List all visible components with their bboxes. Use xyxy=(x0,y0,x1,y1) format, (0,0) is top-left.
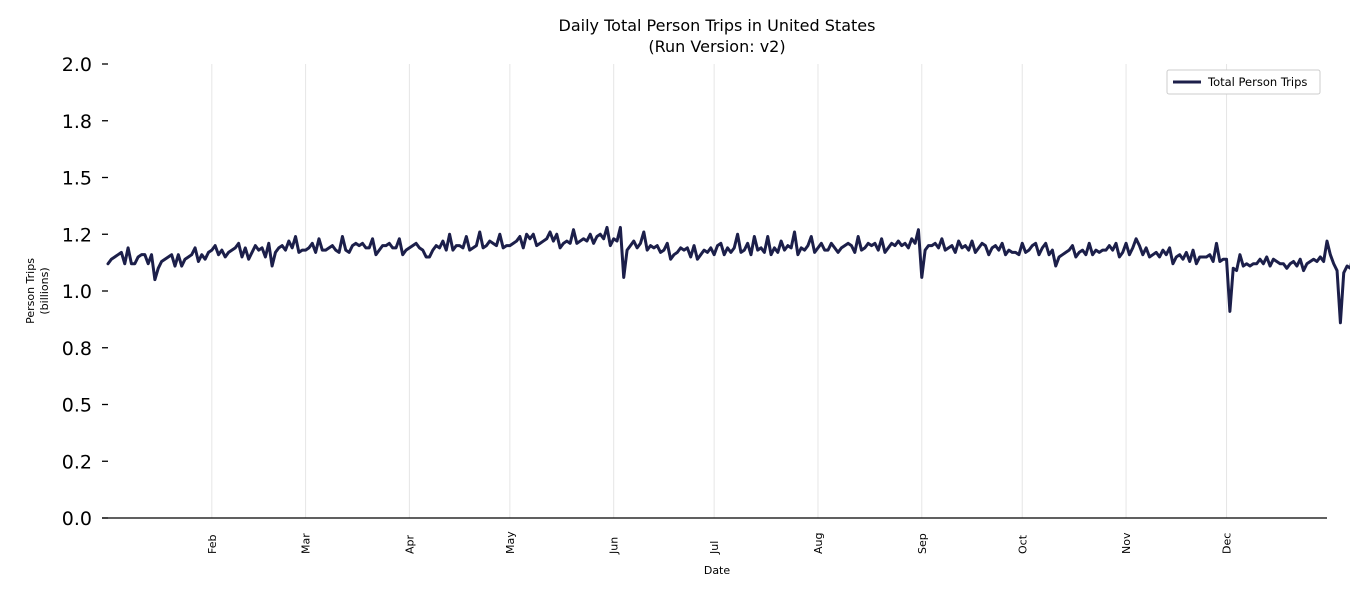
chart-title: Daily Total Person Trips in United State… xyxy=(559,16,876,35)
legend: Total Person Trips xyxy=(1166,69,1321,95)
x-tick-label-oct: Oct xyxy=(1016,534,1029,554)
y-tick-label: 0.2 xyxy=(62,451,92,473)
y-tick-label: 0.5 xyxy=(62,395,92,417)
x-tick-label-feb: Feb xyxy=(206,535,219,554)
legend-box xyxy=(1166,69,1321,95)
x-tick-label-jun: Jun xyxy=(608,537,621,555)
y-axis-label: Person Trips (billions) xyxy=(24,258,51,324)
y-tick-label: 2.0 xyxy=(62,54,92,76)
y-axis-label-line1: Person Trips xyxy=(24,258,37,324)
y-tick-label: 1.5 xyxy=(62,168,92,190)
x-tick-label-apr: Apr xyxy=(403,534,416,554)
x-tick-label-sep: Sep xyxy=(916,533,929,554)
x-tick-label-mar: Mar xyxy=(300,533,313,554)
x-tick-label-dec: Dec xyxy=(1221,533,1234,554)
y-tick-label: 1.8 xyxy=(62,111,92,133)
legend-label: Total Person Trips xyxy=(1207,75,1307,89)
y-tick-label: 1.2 xyxy=(62,224,92,246)
y-tick-label: 1.0 xyxy=(62,281,92,303)
x-tick-label-aug: Aug xyxy=(812,533,825,554)
x-tick-label-jul: Jul xyxy=(708,541,721,555)
x-tick-label-nov: Nov xyxy=(1120,532,1133,554)
y-tick-label: 0.0 xyxy=(62,508,92,530)
series-line-total-person-trips xyxy=(106,225,1350,325)
y-axis-label-line2: (billions) xyxy=(38,267,51,314)
x-tick-label-may: May xyxy=(504,531,517,554)
vertical-gridlines xyxy=(211,64,1228,518)
chart-subtitle: (Run Version: v2) xyxy=(648,37,785,56)
x-axis-label: Date xyxy=(704,564,731,577)
y-tick-label: 0.8 xyxy=(62,338,92,360)
x-axis: Feb Mar Apr May Jun Jul Aug Sep Oct Nov Dec xyxy=(206,531,1234,555)
y-axis: 0.0 0.2 0.5 0.8 1.0 1.2 1.5 1.8 2.0 xyxy=(62,54,108,530)
